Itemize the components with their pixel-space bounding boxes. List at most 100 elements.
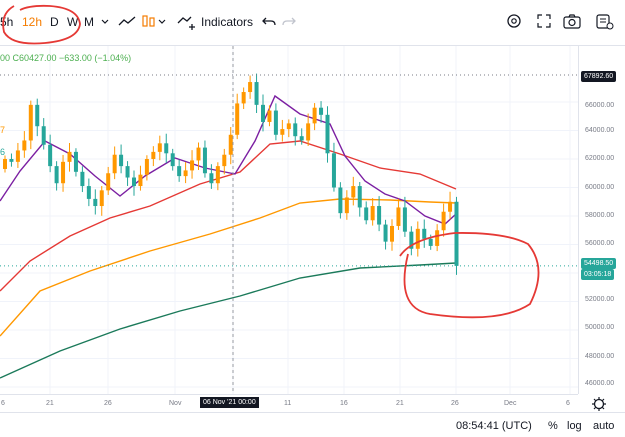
candle-body: [312, 107, 317, 124]
time-tick: Dec: [504, 400, 517, 407]
candle-body: [157, 143, 162, 152]
candle-style-icon[interactable]: [140, 12, 168, 35]
candle-body: [351, 186, 356, 198]
candle-body: [183, 170, 188, 177]
candle-body: [99, 190, 104, 207]
auto-scale-toggle[interactable]: auto: [593, 420, 615, 432]
time-tick: 26: [104, 400, 112, 407]
candle-body: [261, 104, 265, 122]
timeframe-w[interactable]: W: [67, 15, 79, 29]
price-tick: 66000.00: [585, 102, 615, 109]
time-scale[interactable]: 6 21 26 Nov 11 16 21 26 Dec 6 06 Nov '21…: [0, 394, 578, 412]
undo-icon[interactable]: [260, 12, 278, 35]
price-scale[interactable]: 66000.00 64000.00 62000.00 60000.00 5800…: [578, 46, 625, 394]
chart-grid: [0, 46, 578, 394]
candle-body: [319, 107, 324, 115]
time-tick: 21: [396, 400, 404, 407]
chart-overlays: [0, 46, 578, 394]
percent-scale-toggle[interactable]: %: [548, 420, 558, 432]
candle-body: [125, 166, 130, 178]
fullscreen-icon[interactable]: [535, 12, 553, 35]
candle-body: [409, 231, 414, 249]
candle-body: [73, 151, 78, 172]
timeframe-12h[interactable]: 12h: [22, 15, 43, 29]
candle-body: [222, 154, 227, 167]
candle-body: [48, 144, 53, 167]
candle-body: [422, 228, 427, 239]
candle-body: [338, 187, 343, 214]
candle-body: [54, 166, 59, 184]
candle-body: [383, 224, 388, 242]
timeframe-d[interactable]: D: [50, 15, 59, 29]
candle-body: [331, 153, 336, 188]
candle-body: [196, 147, 201, 161]
candle-body: [357, 186, 362, 208]
candle-body: [396, 207, 401, 226]
save-layout-icon[interactable]: [595, 12, 615, 35]
utc-clock[interactable]: 08:54:41 (UTC): [456, 420, 532, 432]
candles: [3, 73, 459, 275]
candle-body: [344, 197, 349, 214]
price-tick: 50000.00: [585, 324, 615, 331]
candle-body: [190, 160, 195, 171]
redo-icon[interactable]: [280, 12, 298, 35]
ma-slow-line: [0, 198, 457, 337]
candle-body: [293, 123, 298, 137]
candle-body: [151, 151, 156, 159]
candle-body: [448, 201, 453, 212]
ma-legend-value-2: 6: [0, 147, 6, 157]
line-chart-icon[interactable]: [117, 12, 137, 35]
candle-body: [41, 126, 46, 145]
price-tick: 62000.00: [585, 155, 615, 162]
candle-body: [228, 134, 233, 155]
chevron-down-icon[interactable]: [100, 12, 110, 35]
candle-body: [132, 177, 136, 187]
camera-icon[interactable]: [562, 12, 582, 35]
axis-settings-icon[interactable]: [591, 396, 607, 417]
candle-body: [170, 153, 175, 167]
candle-body: [22, 140, 27, 151]
price-tick: 56000.00: [585, 240, 615, 247]
candle-body: [241, 92, 246, 104]
candle-body: [235, 103, 240, 135]
candle-body: [286, 123, 291, 130]
candle-body: [390, 225, 394, 242]
time-tick: 21: [46, 400, 54, 407]
timeframe-5h[interactable]: 5h: [0, 15, 14, 29]
candle-body: [119, 154, 124, 167]
candle-body: [112, 154, 117, 174]
candle-body: [35, 104, 40, 127]
crosshair-time-label: 06 Nov '21 00:00: [200, 397, 259, 408]
time-tick: 6: [566, 400, 570, 407]
indicators-button[interactable]: Indicators: [201, 15, 254, 29]
price-tick: 46000.00: [585, 380, 615, 387]
candle-body: [402, 207, 407, 232]
chart-toolbar: 5h 12h D W M Indicators: [0, 0, 625, 46]
price-tick: 48000.00: [585, 353, 615, 360]
candle-body: [177, 166, 182, 177]
candle-body: [67, 151, 72, 162]
candle-body: [325, 114, 330, 154]
candle-body: [209, 173, 214, 184]
settings-icon[interactable]: [505, 12, 523, 35]
candle-body: [415, 228, 420, 249]
candle-body: [428, 238, 433, 246]
price-tick: 58000.00: [585, 212, 615, 219]
candle-body: [138, 174, 143, 187]
candle-body: [441, 211, 446, 231]
candle-body: [306, 123, 311, 141]
log-scale-toggle[interactable]: log: [567, 420, 582, 432]
time-tick: 26: [451, 400, 459, 407]
price-chart[interactable]: [0, 46, 578, 394]
indicators-icon[interactable]: [176, 12, 200, 35]
price-tick: 60000.00: [585, 184, 615, 191]
candle-countdown: 03:05:18: [581, 269, 615, 280]
candle-body: [28, 104, 33, 141]
candle-body: [370, 206, 375, 221]
time-tick: 11: [284, 400, 292, 407]
candle-body: [254, 82, 259, 105]
candle-body: [215, 166, 220, 184]
timeframe-m[interactable]: M: [84, 15, 94, 29]
candle-body: [273, 110, 278, 135]
current-price-label: 54498.50: [581, 258, 617, 269]
